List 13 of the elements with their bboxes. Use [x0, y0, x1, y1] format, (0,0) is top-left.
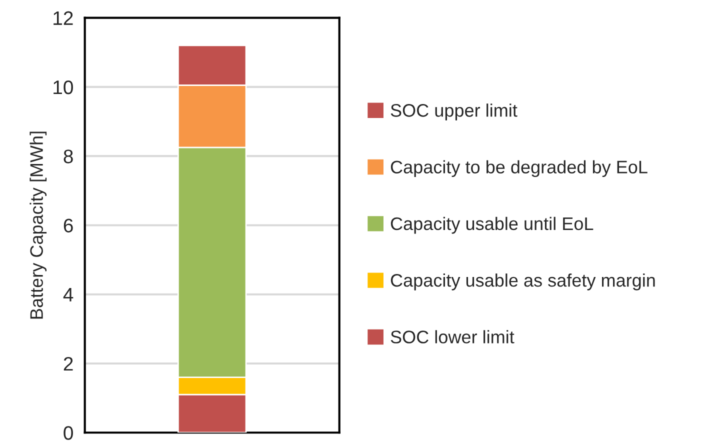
legend-label: SOC lower limit [390, 330, 514, 344]
y-tick-label: 2 [64, 356, 73, 371]
legend-label: Capacity to be degraded by EoL [390, 160, 648, 178]
legend-label: Capacity usable until EoL [390, 216, 594, 234]
y-tick-label: 8 [64, 150, 73, 164]
legend-label: Capacity usable as safety margin [390, 274, 655, 290]
y-tick-label: 0 [64, 426, 73, 440]
y-tick-label: 10 [54, 80, 73, 94]
y-axis-title: Battery Capacity [MWh] [30, 132, 47, 319]
y-tick-label: 4 [63, 288, 74, 302]
legend-label: SOC upper limit [390, 104, 518, 120]
y-tick-label: 12 [54, 11, 73, 25]
y-tick-label: 6 [64, 218, 73, 232]
